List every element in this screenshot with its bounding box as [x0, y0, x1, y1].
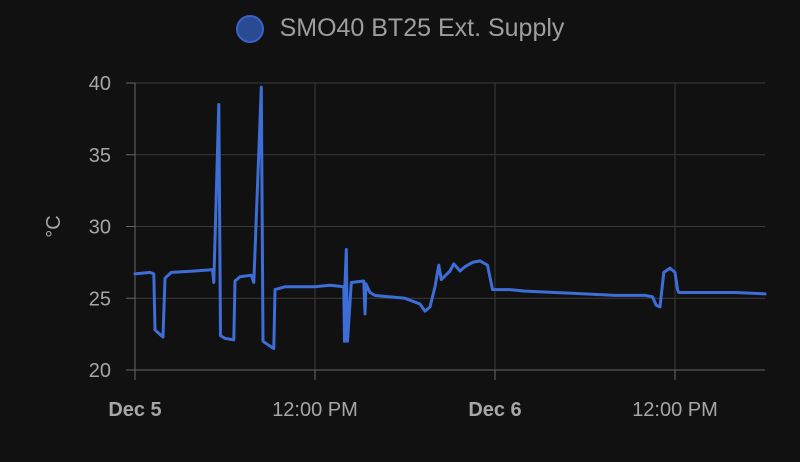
y-axis-title: °C: [43, 215, 65, 237]
series-layer: [133, 85, 767, 350]
y-axis-ticks: 20 25 30 35 40: [89, 73, 135, 382]
series-line[interactable]: [133, 85, 767, 350]
y-tick-label: 35: [89, 145, 111, 167]
x-tick-label: Dec 5: [108, 399, 161, 421]
legend: SMO40 BT25 Ext. Supply: [0, 14, 800, 43]
y-tick-label: 30: [89, 217, 111, 239]
x-axis-ticks: Dec 5 12:00 PM Dec 6 12:00 PM: [108, 370, 718, 421]
grid-lines: [134, 82, 765, 371]
legend-swatch-icon: [235, 14, 264, 43]
y-tick-label: 20: [89, 360, 111, 382]
y-tick-label: 40: [89, 73, 111, 95]
x-tick-label: 12:00 PM: [272, 399, 358, 421]
x-tick-label: 12:00 PM: [632, 399, 718, 421]
legend-label: SMO40 BT25 Ext. Supply: [279, 14, 565, 42]
y-tick-label: 25: [89, 288, 111, 310]
legend-item[interactable]: SMO40 BT25 Ext. Supply: [235, 14, 565, 43]
x-tick-label: Dec 6: [468, 399, 521, 421]
